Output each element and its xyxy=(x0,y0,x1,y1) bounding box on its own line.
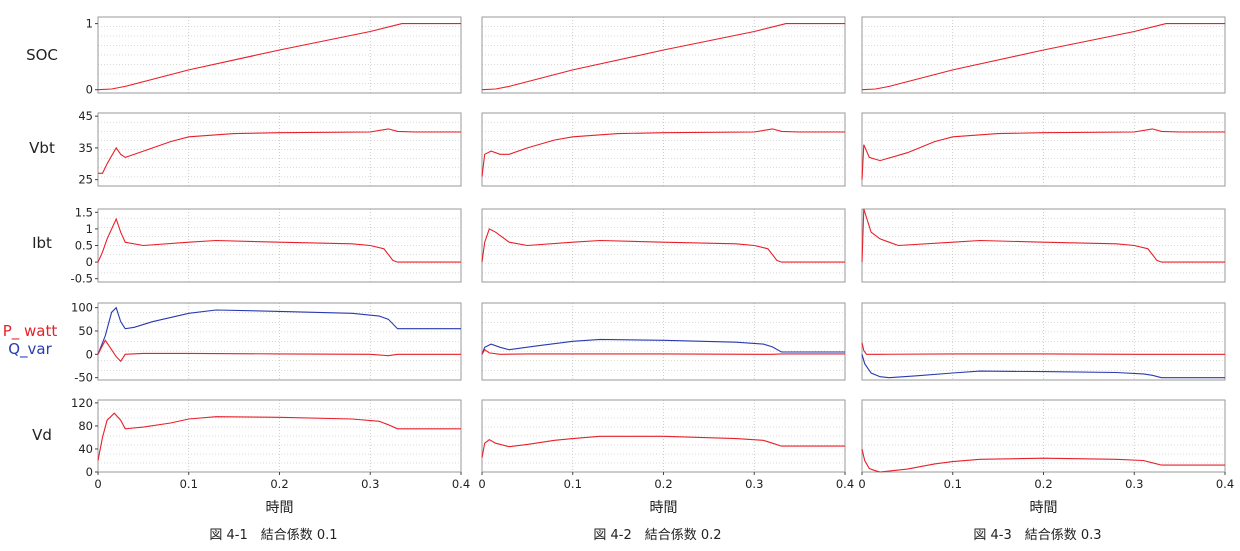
panel-1-3: -0.5 0 0.5 1 1.5 xyxy=(71,205,462,286)
series-line xyxy=(861,208,1225,263)
series-pwatt xyxy=(481,348,845,355)
x-tick-label: 0.3 xyxy=(1125,477,1143,491)
row-label-vbt: Vbt xyxy=(29,139,55,157)
y-tick-label: 0 xyxy=(86,255,93,269)
panel-1-2: 25 35 45 xyxy=(78,109,462,187)
panel-1-4: -50 0 50 100 xyxy=(71,301,462,385)
x-tick-label: 0.1 xyxy=(944,477,962,491)
x-tick-label: 0.2 xyxy=(270,477,288,491)
y-tick-label: 25 xyxy=(78,173,93,187)
panel-2-3 xyxy=(481,208,846,283)
panel-frame xyxy=(481,302,846,381)
figure-caption: 図 4-1 結合係数 0.1 xyxy=(209,528,337,543)
panel-3-3 xyxy=(861,208,1226,283)
x-tick-label: 0.4 xyxy=(836,477,854,491)
x-tick-label: 0 xyxy=(478,477,485,491)
panel-2-2 xyxy=(481,112,846,187)
panel-2-4 xyxy=(481,302,846,381)
row-label-p-watt: P_ watt xyxy=(3,322,58,341)
x-tick-label: 0.3 xyxy=(361,477,379,491)
series-line xyxy=(98,128,461,174)
chart-2: 0 0.1 0.2 0.3 0.4 時間図 4-2 結合係数 0.2 xyxy=(478,16,854,543)
y-tick-label: 120 xyxy=(71,396,93,410)
series-line xyxy=(97,217,461,263)
y-tick-label: 40 xyxy=(78,442,93,456)
row-label-ibt: Ibt xyxy=(32,234,52,252)
series-pwatt xyxy=(97,339,461,363)
x-axis-label: 時間 xyxy=(650,500,678,516)
y-tick-label: 1 xyxy=(86,222,93,236)
y-tick-label: 35 xyxy=(78,141,93,155)
y-tick-label: 0.5 xyxy=(75,239,93,253)
y-tick-label: 0 xyxy=(86,347,93,361)
series-line xyxy=(861,128,1225,180)
row-label-q-var: Q_var xyxy=(8,340,52,359)
y-tick-label: 45 xyxy=(78,109,93,123)
series-line xyxy=(481,128,845,177)
chart-3: 0 0.1 0.2 0.3 0.4 時間図 4-3 結合係数 0.3 xyxy=(858,16,1234,543)
y-tick-label: -50 xyxy=(74,371,93,385)
panel-frame xyxy=(861,302,1226,381)
y-tick-label: 0 xyxy=(86,83,93,97)
panel-2-5 xyxy=(481,399,846,473)
y-tick-label: 100 xyxy=(71,301,93,315)
panel-3-5 xyxy=(861,399,1226,473)
x-tick-label: 0.2 xyxy=(1034,477,1052,491)
series-qvar xyxy=(861,354,1225,379)
figure-caption: 図 4-3 結合係数 0.3 xyxy=(973,528,1101,543)
y-tick-label: 0 xyxy=(86,465,93,479)
series-line xyxy=(481,435,845,458)
series-line xyxy=(861,23,1225,91)
panel-1-5: 0 40 80 120 xyxy=(71,396,462,479)
panel-3-1 xyxy=(861,16,1226,94)
x-axis-label: 時間 xyxy=(1030,500,1058,516)
x-tick-label: 0.2 xyxy=(654,477,672,491)
x-tick-label: 0.3 xyxy=(745,477,763,491)
panel-frame xyxy=(861,112,1226,187)
series-qvar xyxy=(481,338,845,355)
y-tick-label: 1 xyxy=(86,17,93,31)
panel-3-2 xyxy=(861,112,1226,187)
series-pwatt xyxy=(861,342,1225,355)
series-line xyxy=(481,228,845,263)
row-label-soc: SOC xyxy=(26,46,58,64)
panel-frame xyxy=(97,302,462,381)
y-tick-label: 50 xyxy=(78,324,93,338)
panel-frame xyxy=(97,112,462,187)
x-tick-label: 0.1 xyxy=(180,477,198,491)
x-tick-label: 0.4 xyxy=(1216,477,1234,491)
panel-2-1 xyxy=(481,16,846,94)
x-tick-label: 0 xyxy=(858,477,865,491)
series-line xyxy=(481,23,845,91)
series-line xyxy=(97,412,461,461)
series-line xyxy=(861,448,1225,473)
x-tick-label: 0.1 xyxy=(564,477,582,491)
panel-frame xyxy=(481,208,846,283)
x-axis-label: 時間 xyxy=(266,500,294,516)
y-tick-label: 1.5 xyxy=(75,205,93,219)
panel-frame xyxy=(861,16,1226,94)
panel-frame xyxy=(861,208,1226,283)
panel-frame xyxy=(481,112,846,187)
y-tick-label: -0.5 xyxy=(71,272,93,286)
y-tick-label: 80 xyxy=(78,419,93,433)
panel-frame xyxy=(481,16,846,94)
x-tick-label: 0 xyxy=(94,477,101,491)
figure-caption: 図 4-2 結合係数 0.2 xyxy=(593,528,721,543)
row-label-vd: Vd xyxy=(32,426,52,444)
series-qvar xyxy=(97,306,461,355)
series-line xyxy=(97,23,461,91)
panel-1-1: 01 xyxy=(86,16,462,97)
panel-3-4 xyxy=(861,302,1226,381)
panel-frame xyxy=(97,16,462,94)
x-tick-label: 0.4 xyxy=(452,477,470,491)
